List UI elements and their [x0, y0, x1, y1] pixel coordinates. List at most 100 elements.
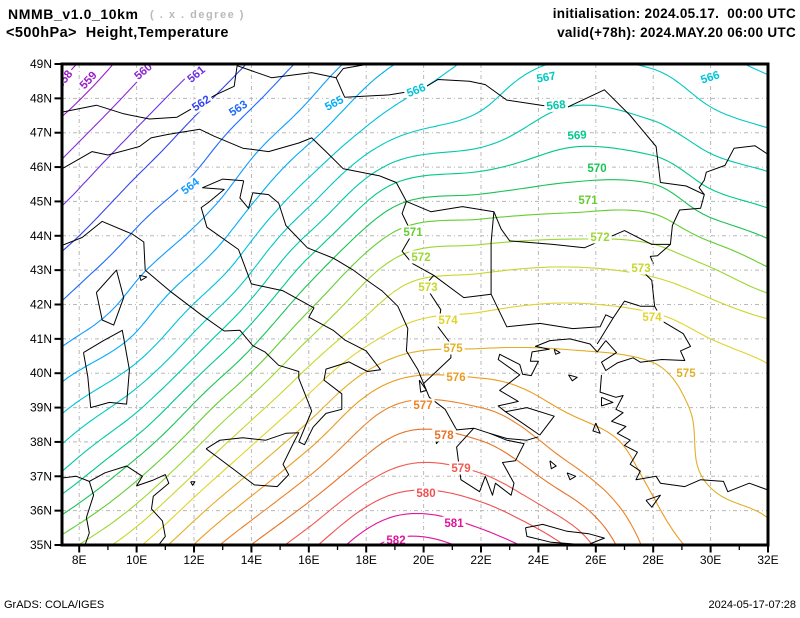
- y-tick-label: 40N: [30, 366, 52, 380]
- coastline: [418, 379, 427, 393]
- y-tick-label: 36N: [30, 504, 52, 518]
- y-tick-label: 38N: [30, 435, 52, 449]
- contour-label-567: 567: [533, 68, 559, 86]
- contour-label-570: 570: [585, 161, 609, 175]
- x-tick-label: 14E: [241, 553, 262, 567]
- contour-577: [219, 398, 642, 545]
- x-tick-label: 10E: [126, 553, 147, 567]
- y-tick-label: 43N: [30, 263, 52, 277]
- contour-569: [62, 145, 768, 495]
- country-border: [236, 64, 370, 79]
- x-tick-label: 12E: [183, 553, 204, 567]
- coastline: [504, 407, 555, 436]
- x-tick-label: 28E: [643, 553, 664, 567]
- svg-text:580: 580: [416, 488, 435, 500]
- contour-label-560: 560: [129, 64, 157, 84]
- x-tick-label: 26E: [585, 553, 606, 567]
- contour-581: [345, 512, 520, 545]
- svg-text:568: 568: [546, 99, 567, 113]
- axes: 8E 10E 12E 14E 16E 18E 20E 22E 24E 26E 28E 30E 32E 35…: [30, 57, 779, 567]
- x-tick-label: 24E: [528, 553, 549, 567]
- country-border: [62, 128, 452, 384]
- initialisation-time: initialisation: 2024.05.17. 00:00 UTC: [552, 6, 796, 21]
- coastline: [205, 432, 300, 488]
- coastline: [62, 465, 170, 545]
- y-tick-label: 37N: [30, 469, 52, 483]
- y-tick-label: 35N: [30, 538, 52, 552]
- x-tick-label: 32E: [757, 553, 778, 567]
- contour-562: [62, 64, 247, 253]
- contour-564: [62, 64, 344, 348]
- svg-text:577: 577: [413, 400, 432, 412]
- grid-resolution-note: ( . x . degree ): [150, 9, 245, 21]
- y-tick-label: 39N: [30, 401, 52, 415]
- contour-579: [284, 461, 593, 545]
- contour-568: [62, 104, 768, 472]
- coastlines-and-borders: [62, 64, 768, 545]
- contour-578: [250, 428, 617, 545]
- y-tick-label: 45N: [30, 194, 52, 208]
- country-border: [335, 77, 705, 196]
- svg-text:582: 582: [386, 535, 405, 547]
- contour-label-558: 558: [62, 65, 77, 93]
- contour-label-569: 569: [564, 127, 590, 143]
- svg-text:578: 578: [434, 430, 454, 442]
- coastline: [553, 348, 561, 355]
- contour-label-578: 578: [432, 428, 456, 442]
- creation-timestamp: 2024-05-17-07:28: [708, 599, 796, 611]
- grads-credit: GrADS: COLA/IGES: [4, 599, 105, 611]
- contour-label-572: 572: [588, 230, 612, 244]
- coastline: [497, 338, 607, 413]
- contour-571: [62, 209, 768, 536]
- contour-label-575: 575: [674, 366, 698, 380]
- country-border: [433, 274, 492, 299]
- svg-text:574: 574: [642, 312, 662, 324]
- coastline: [599, 374, 768, 493]
- contour-575: [167, 346, 768, 545]
- contour-label-580: 580: [414, 486, 438, 500]
- coastline: [525, 523, 605, 545]
- svg-text:572: 572: [590, 232, 609, 244]
- country-border: [84, 481, 95, 545]
- x-tick-label: 30E: [700, 553, 721, 567]
- svg-text:570: 570: [587, 163, 606, 175]
- svg-text:571: 571: [578, 195, 598, 207]
- contour-label-581: 581: [442, 516, 466, 530]
- product-title: <500hPa> Height,Temperature: [6, 25, 229, 41]
- svg-text:575: 575: [443, 343, 463, 355]
- svg-text:566: 566: [699, 69, 721, 86]
- coastline: [645, 494, 661, 508]
- contour-label-573: 573: [629, 261, 653, 275]
- coastline: [95, 269, 125, 326]
- contour-label-572: 572: [409, 250, 433, 264]
- contour-label-574: 574: [436, 313, 460, 327]
- y-tick-label: 47N: [30, 126, 52, 140]
- contour-574: [141, 302, 768, 545]
- contour-563: [62, 64, 295, 302]
- svg-text:576: 576: [446, 372, 465, 384]
- svg-text:567: 567: [536, 70, 557, 85]
- y-tick-label: 44N: [30, 229, 52, 243]
- contour-label-582: 582: [384, 533, 408, 547]
- svg-text:573: 573: [418, 282, 437, 294]
- svg-text:574: 574: [438, 315, 458, 327]
- contour-label-575: 575: [441, 341, 465, 355]
- y-tick-label: 42N: [30, 298, 52, 312]
- contour-label-579: 579: [449, 461, 473, 475]
- country-border: [62, 65, 238, 120]
- coastline: [62, 178, 382, 446]
- lat-lon-gridlines: [62, 64, 768, 545]
- x-tick-label: 18E: [356, 553, 377, 567]
- svg-text:571: 571: [403, 227, 423, 239]
- coastline: [568, 374, 578, 382]
- country-border: [612, 300, 655, 319]
- contour-label-566: 566: [402, 79, 430, 101]
- coastline: [549, 460, 557, 470]
- coastline: [456, 427, 525, 496]
- coastline: [83, 329, 130, 409]
- country-border: [490, 211, 614, 345]
- contour-573: [111, 266, 768, 545]
- contour-label-568: 568: [543, 97, 569, 113]
- svg-text:581: 581: [444, 518, 464, 530]
